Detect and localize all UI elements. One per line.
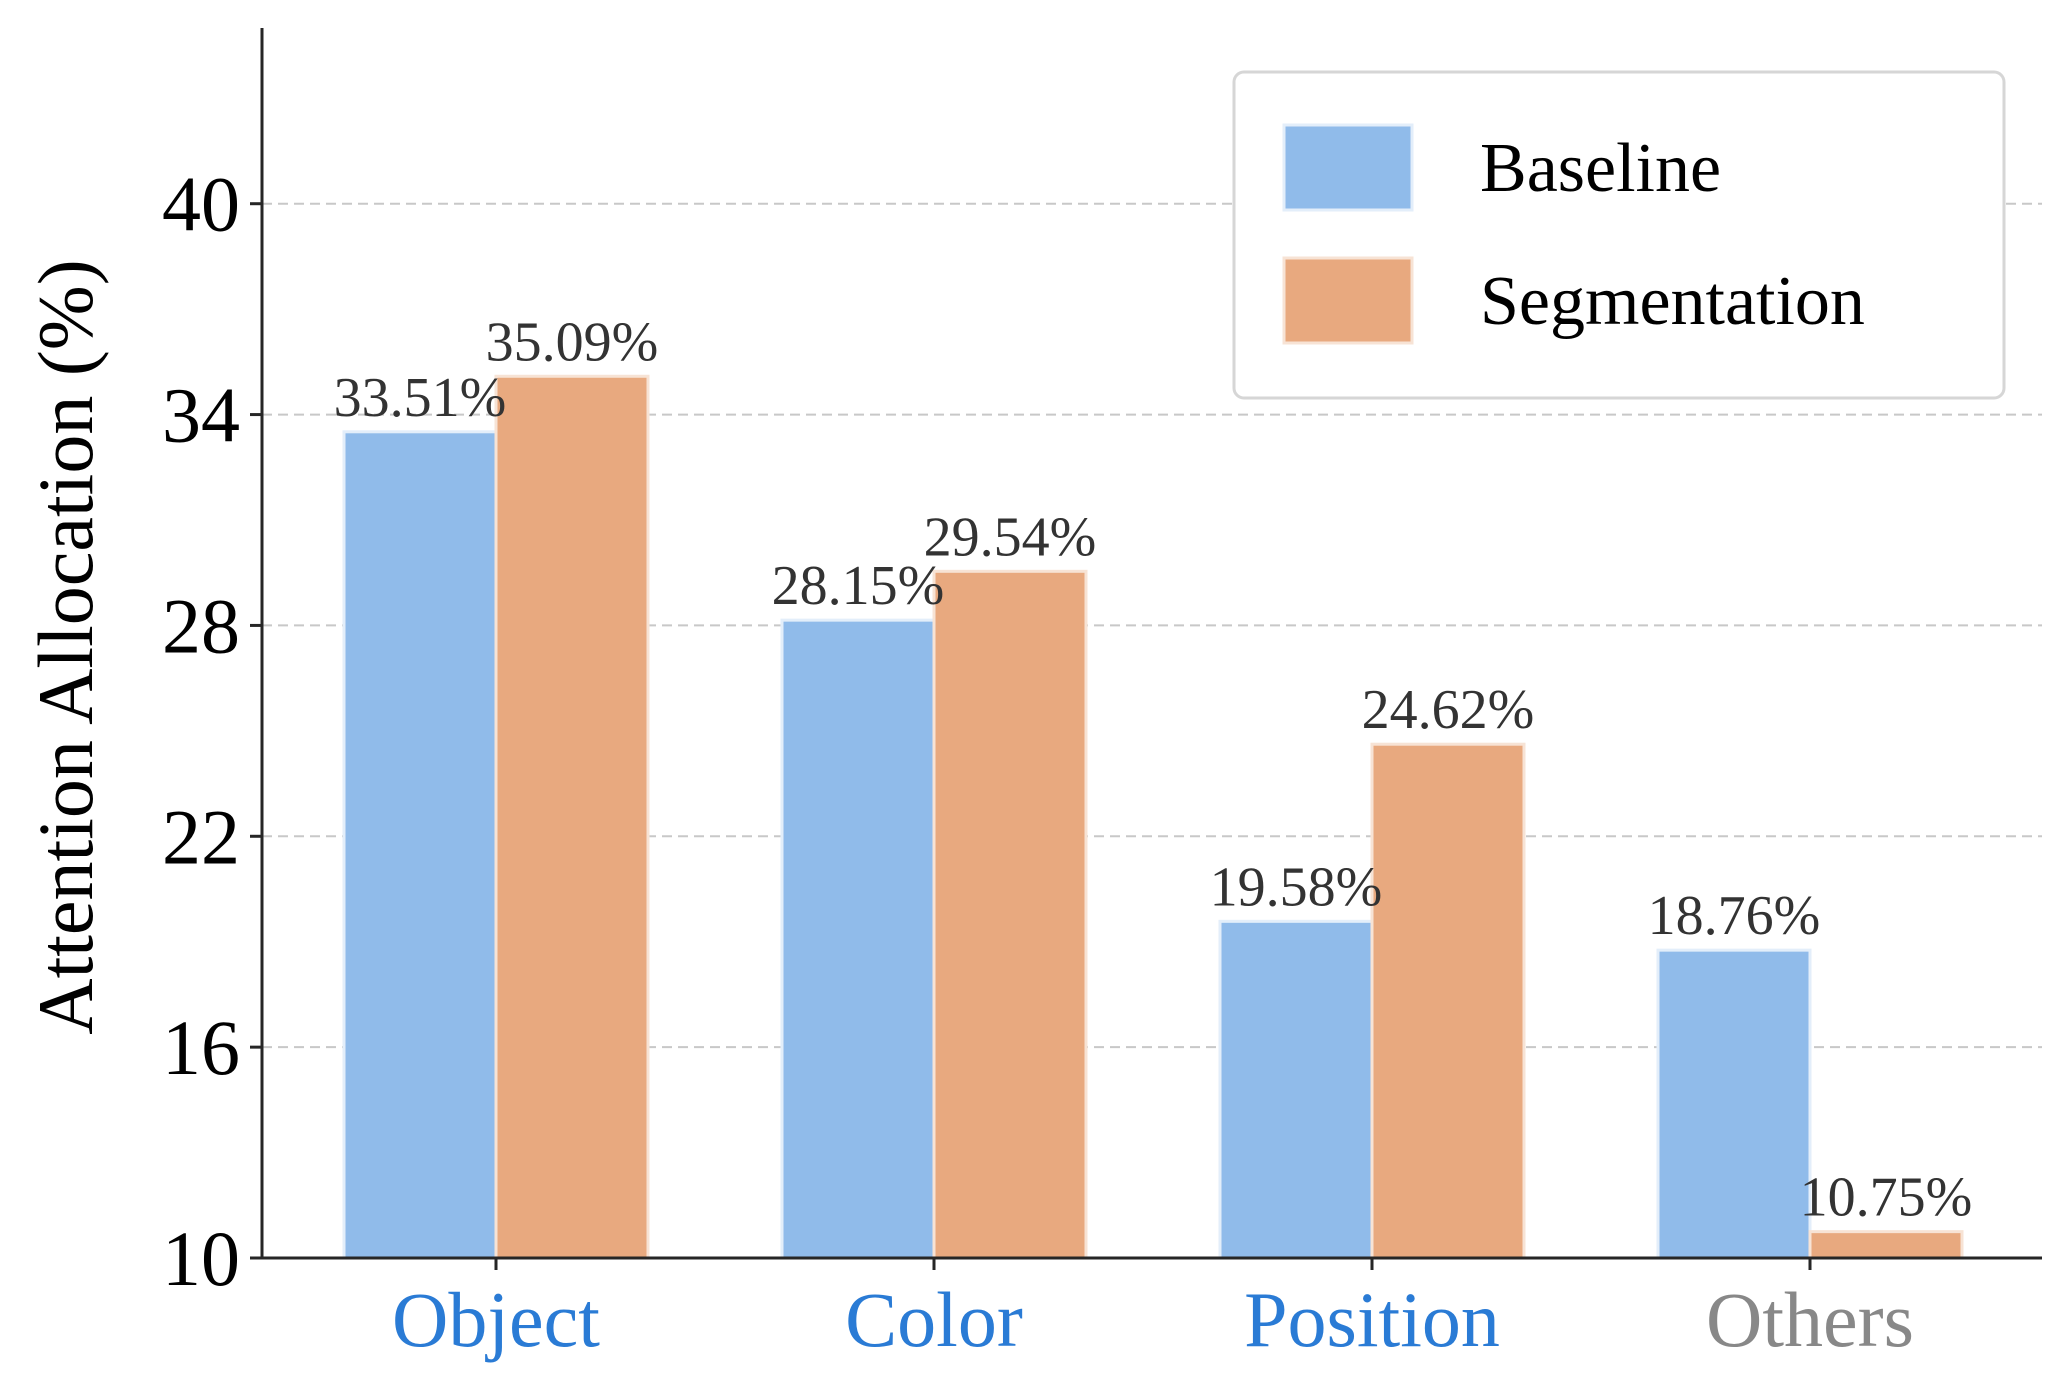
y-tick-label: 16 <box>162 1004 240 1091</box>
value-label: 33.51% <box>334 367 507 429</box>
value-label: 18.76% <box>1648 885 1821 947</box>
bar-baseline-color <box>780 618 936 1260</box>
y-tick-label: 40 <box>162 161 240 248</box>
x-tick-label-object: Object <box>392 1276 600 1363</box>
legend-label-segmentation: Segmentation <box>1480 263 1865 340</box>
legend-swatch-baseline <box>1282 123 1414 212</box>
x-tick-label-position: Position <box>1244 1276 1500 1363</box>
value-label: 35.09% <box>486 311 659 373</box>
value-label: 29.54% <box>924 506 1097 568</box>
axes <box>260 28 2042 1260</box>
bar-segmentation-color <box>932 569 1088 1260</box>
bar-segmentation-position <box>1370 742 1526 1260</box>
y-tick-label: 22 <box>162 793 240 880</box>
y-tick-label: 34 <box>162 372 240 459</box>
value-label: 28.15% <box>772 555 945 617</box>
bar-baseline-others <box>1656 948 1812 1260</box>
bars <box>342 374 1964 1260</box>
legend-swatch-segmentation <box>1282 256 1414 345</box>
y-axis-label: Attention Allocation (%) <box>22 259 109 1035</box>
legend-frame <box>1232 70 2006 400</box>
value-label: 10.75% <box>1800 1167 1973 1229</box>
bar-baseline-object <box>342 430 498 1260</box>
bar-segmentation-object <box>494 374 650 1260</box>
value-label: 24.62% <box>1362 679 1535 741</box>
legend-label-baseline: Baseline <box>1480 130 1721 207</box>
bar-baseline-position <box>1218 919 1374 1260</box>
value-label: 19.58% <box>1210 856 1383 918</box>
y-tick-label: 28 <box>162 582 240 669</box>
legend: Baseline Segmentation <box>1232 70 2006 400</box>
x-ticks: Object Color Position Others <box>392 1258 1914 1363</box>
value-labels: 33.51%35.09% 28.15%29.54% 19.58% 24.62% 18.7… <box>334 311 1973 1228</box>
y-tick-label: 10 <box>162 1215 240 1302</box>
bar-segmentation-others <box>1808 1230 1964 1260</box>
y-ticks: 10 16 22 28 34 40 <box>162 161 262 1302</box>
x-tick-label-others: Others <box>1706 1276 1914 1363</box>
x-tick-label-color: Color <box>845 1276 1023 1363</box>
